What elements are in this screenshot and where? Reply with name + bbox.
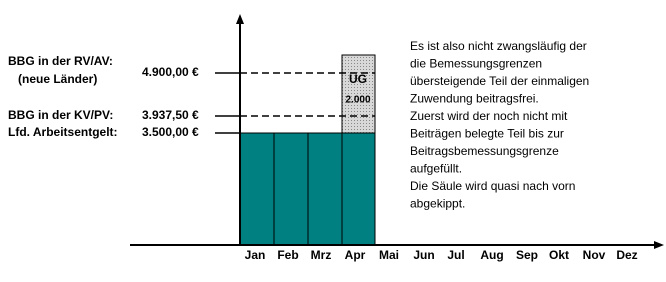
month-label: Feb xyxy=(277,248,298,262)
bar xyxy=(273,132,309,246)
bar xyxy=(341,132,376,246)
note-line: abgekippt. xyxy=(410,197,465,211)
axes xyxy=(130,22,656,246)
note-line: Zuwendung beitragsfrei. xyxy=(410,92,539,106)
level-label: (neue Länder) xyxy=(18,72,97,86)
note-line: übersteigende Teil der einmaligen xyxy=(410,74,589,88)
level-label: Lfd. Arbeitsentgelt: xyxy=(8,125,118,139)
ug-title: UG xyxy=(349,72,367,86)
month-label: Sep xyxy=(516,248,538,262)
note: Es ist also nicht zwangsläufig der die Be… xyxy=(410,39,589,211)
note-line: Beitragsbemessungsgrenze xyxy=(410,144,559,158)
month-label: Apr xyxy=(345,248,366,262)
level-amount: 3.500,00 € xyxy=(142,125,199,139)
month-label: Aug xyxy=(480,248,503,262)
month-label: Dez xyxy=(616,248,637,262)
arrow xyxy=(654,241,664,249)
note-line: Die Säule wird quasi nach vorn xyxy=(410,179,575,193)
level-amount: 3.937,50 € xyxy=(142,108,199,122)
note-line: Es ist also nicht zwangsläufig der xyxy=(410,39,587,53)
note-line: Zuerst wird der noch nicht mit xyxy=(410,109,568,123)
month-label: Mai xyxy=(379,248,399,262)
note-line: Beiträgen belegte Teil bis zur xyxy=(410,127,564,141)
level-label: BBG in der KV/PV: xyxy=(8,108,113,122)
arrow xyxy=(236,14,244,24)
level-label: BBG in der RV/AV: xyxy=(8,54,113,68)
bar xyxy=(239,132,275,246)
month-label: Okt xyxy=(549,248,569,262)
month-label: Jan xyxy=(245,248,266,262)
level-lines xyxy=(215,72,375,134)
bars xyxy=(239,54,376,246)
month-label: Jun xyxy=(413,248,434,262)
month-label: Nov xyxy=(583,248,606,262)
ug-value: 2.000 xyxy=(345,95,370,106)
month-label: Mrz xyxy=(311,248,332,262)
level-amount: 4.900,00 € xyxy=(142,65,199,79)
month-label: Jul xyxy=(447,248,464,262)
note-line: die Bemessungsgrenzen xyxy=(410,57,542,71)
note-line: aufgefüllt. xyxy=(410,162,462,176)
month-labels: Jan Feb Mrz Apr Mai Jun Jul Aug Sep Okt Nov Dez xyxy=(245,248,638,262)
bar xyxy=(307,132,343,246)
ug-box xyxy=(341,54,376,134)
